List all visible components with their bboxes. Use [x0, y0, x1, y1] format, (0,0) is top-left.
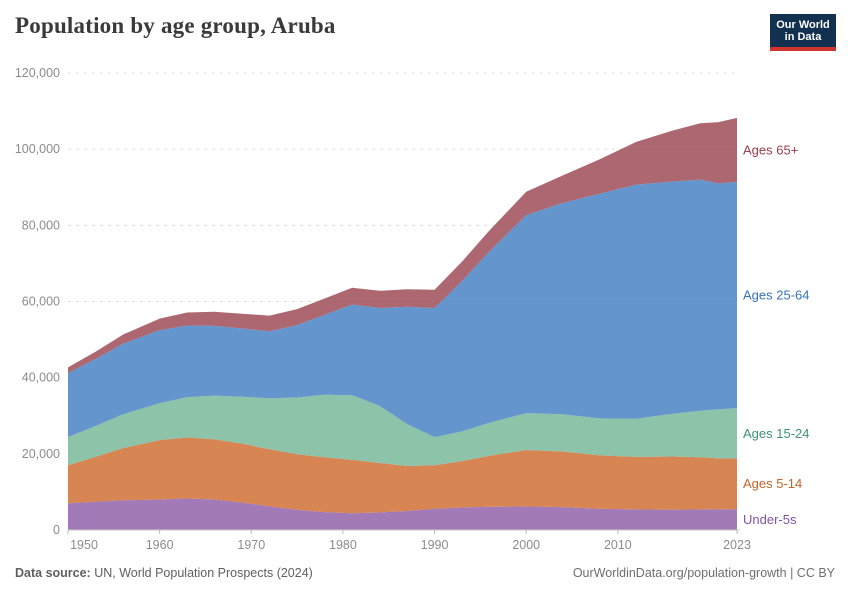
area-ages-65-[interactable] — [68, 117, 737, 374]
owid-logo[interactable]: Our World in Data — [770, 14, 836, 51]
x-tick-label-1970: 1970 — [237, 538, 265, 552]
area-ages-15-24[interactable] — [68, 394, 737, 466]
y-tick-label-80000: 80,000 — [22, 218, 60, 232]
data-source-text: UN, World Population Prospects (2024) — [90, 566, 313, 580]
owid-logo-text: Our World in Data — [776, 18, 830, 43]
y-tick-label-40000: 40,000 — [22, 371, 60, 385]
chart-title: Population by age group, Aruba — [15, 13, 336, 38]
y-tick-label-0: 0 — [53, 523, 60, 537]
y-tick-label-120000: 120,000 — [15, 66, 60, 80]
y-tick-label-20000: 20,000 — [22, 447, 60, 461]
stacked-area-chart[interactable]: Under-5s Ages 5-14 Ages 15-24 Ages 25-64 Age… — [0, 58, 850, 558]
area-ages-5-14[interactable] — [68, 437, 737, 514]
legend-label-under-5s[interactable]: Under-5s — [743, 512, 797, 527]
y-tick-label-60000: 60,000 — [22, 295, 60, 309]
x-tick-label-2010: 2010 — [604, 538, 632, 552]
y-tick-label-100000: 100,000 — [15, 142, 60, 156]
credit-link[interactable]: OurWorldinData.org/population-growth | C… — [572, 566, 835, 580]
x-tick-label-1950: 1950 — [70, 538, 98, 552]
x-tick-label-1980: 1980 — [329, 538, 357, 552]
data-source-note: Data source: UN, World Population Prospe… — [15, 566, 313, 580]
x-tick-label-2023: 2023 — [723, 538, 751, 552]
area-under-5s[interactable] — [68, 498, 737, 530]
x-tick-label-1990: 1990 — [421, 538, 449, 552]
legend-label-ages-15-24[interactable]: Ages 15-24 — [743, 426, 810, 441]
x-tick-label-2000: 2000 — [512, 538, 540, 552]
x-tick-label-1960: 1960 — [146, 538, 174, 552]
owid-logo-redbar — [770, 47, 836, 51]
legend-label-ages-65-[interactable]: Ages 65+ — [743, 142, 798, 157]
legend-label-ages-25-64[interactable]: Ages 25-64 — [743, 288, 810, 303]
legend-label-ages-5-14[interactable]: Ages 5-14 — [743, 476, 802, 491]
area-ages-25-64[interactable] — [68, 179, 737, 438]
data-source-label: Data source: — [15, 566, 91, 580]
chart-footer: Data source: UN, World Population Prospe… — [15, 566, 835, 580]
